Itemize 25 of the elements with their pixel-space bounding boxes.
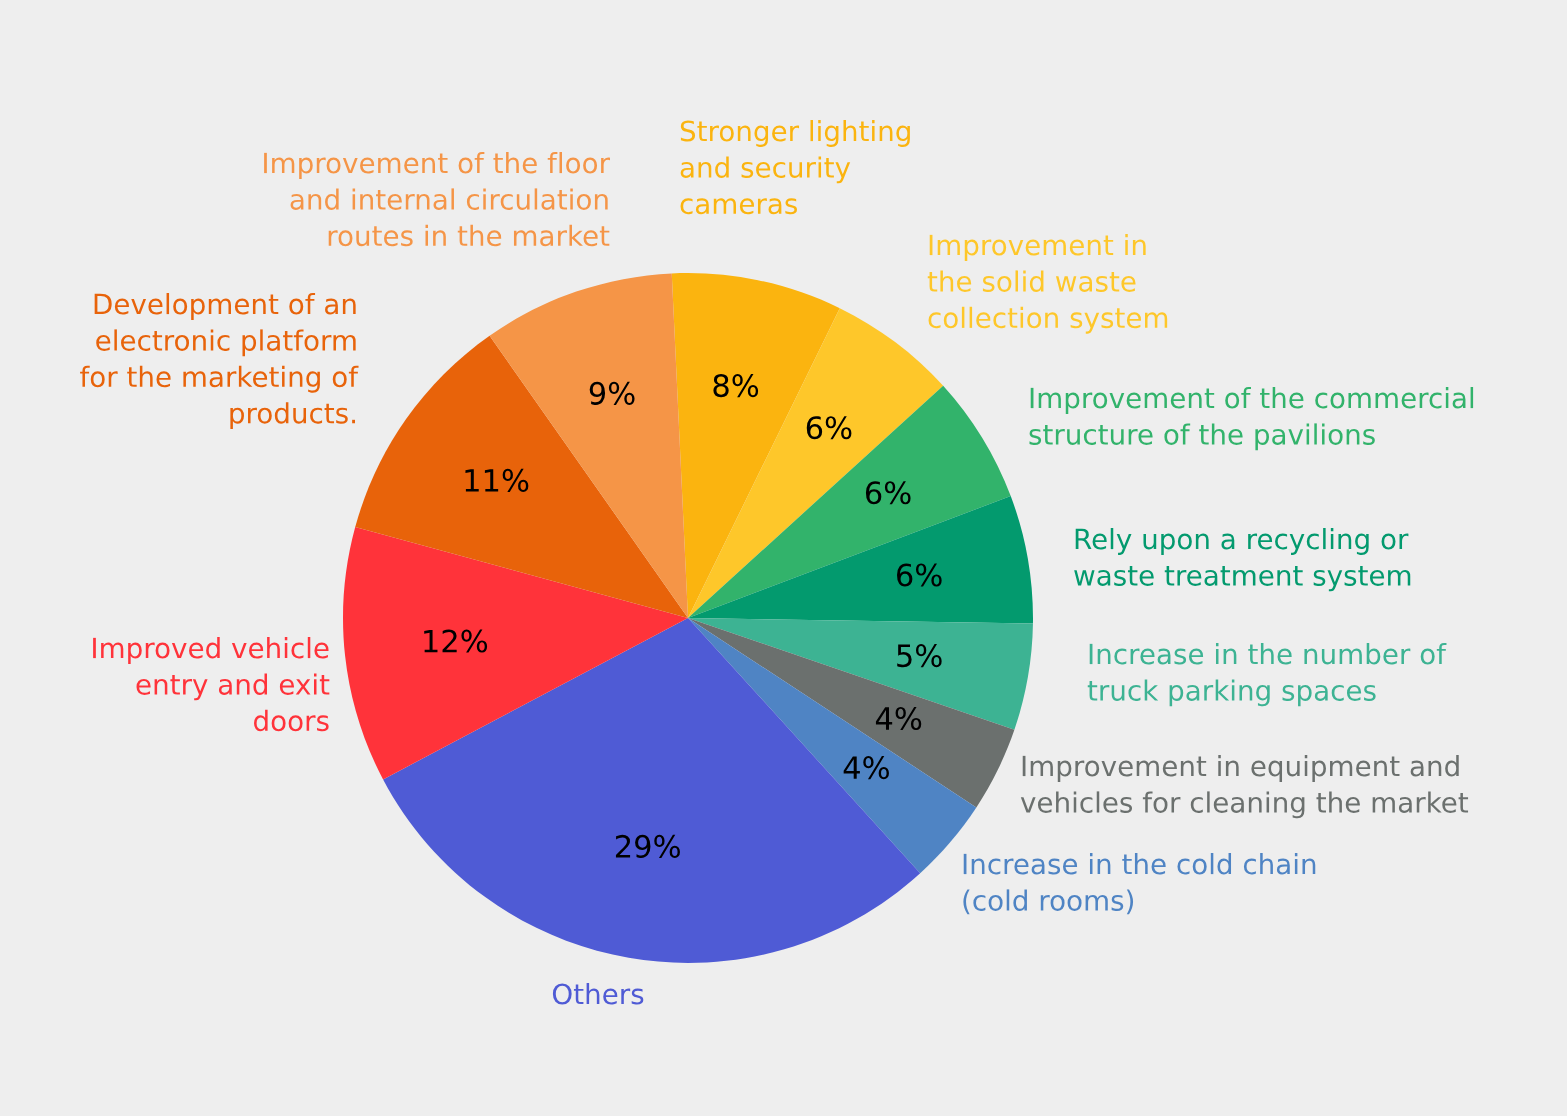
data-label: 29% — [615, 834, 680, 858]
slice-label: Improvement of the floor and internal circulation routes in the market — [264, 152, 610, 247]
slice-label: Increase in the number of truck parking spaces — [1087, 643, 1447, 707]
data-label: 6% — [897, 563, 942, 587]
data-label: 12% — [424, 629, 488, 653]
slice-label: Improved vehicle entry and exit doors — [93, 637, 330, 732]
slice-label: Stronger lighting and security cameras — [680, 120, 910, 215]
slice-label: Improvement in the solid waste collection system — [927, 234, 1168, 334]
data-label: 9% — [589, 381, 635, 405]
data-label: 6% — [865, 481, 911, 505]
data-label: 8% — [713, 374, 759, 398]
data-label: 11% — [465, 468, 529, 492]
pie-slice — [688, 618, 1015, 808]
data-label: 4% — [875, 706, 922, 731]
slice-label: Improvement of the commercial structure of the pavilions — [1029, 387, 1474, 451]
slice-label: Development of an electronic platform for the marketing of products. — [80, 293, 359, 430]
pie-slice — [343, 526, 688, 780]
data-label: 6% — [806, 416, 852, 440]
slice-label: Others — [552, 983, 644, 1005]
slice-label: Rely upon a recycling or waste treatment system — [1074, 528, 1411, 592]
slice-label: Increase in the cold chain (cold rooms) — [963, 853, 1316, 915]
data-label: 4% — [843, 756, 889, 780]
data-label: 5% — [897, 644, 942, 668]
pie-slice — [688, 618, 1033, 730]
slice-label: Improvement in equipment and vehicles for cleaning the market — [1020, 755, 1469, 819]
